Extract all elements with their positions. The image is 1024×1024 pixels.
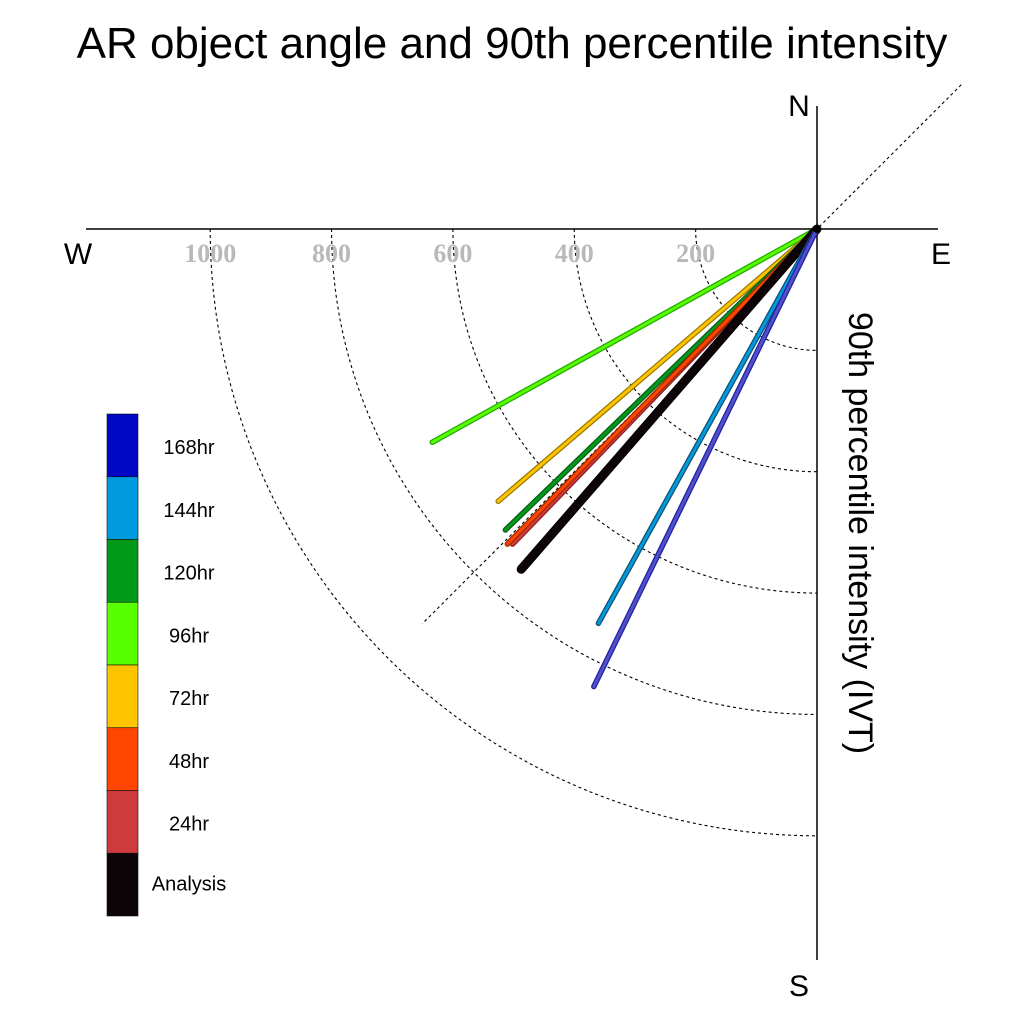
legend-swatch-24hr (106, 790, 139, 854)
chart-title: AR object angle and 90th percentile inte… (77, 19, 948, 68)
grid-arc-1000 (209, 228, 818, 837)
legend-label-24hr: 24hr (169, 814, 209, 836)
legend-label-120hr: 120hr (163, 563, 214, 585)
legend-swatch-96hr (106, 601, 139, 666)
north-label: N (788, 90, 810, 123)
legend-label-72hr: 72hr (169, 688, 209, 710)
vector-168hr (591, 226, 820, 690)
vector-fill-144hr (596, 227, 819, 625)
west-label: W (64, 238, 93, 271)
polar-grid (209, 84, 962, 837)
legend-label-analysis: Analysis (152, 873, 226, 895)
vector-144hr (595, 226, 820, 627)
vector-72hr (495, 226, 820, 505)
diagonal-reference-line (421, 84, 962, 625)
legend-swatch-168hr (106, 413, 139, 478)
east-label: E (931, 238, 951, 271)
vector-fill-96hr (430, 227, 819, 444)
vector-fill-72hr (496, 227, 819, 503)
radial-tick-label-200: 200 (676, 239, 715, 268)
south-label: S (789, 970, 809, 1003)
grid-arc-800 (331, 228, 818, 715)
radial-tick-label-1000: 1000 (184, 239, 236, 268)
data-vectors (429, 224, 822, 690)
radial-tick-label-600: 600 (433, 239, 472, 268)
grid-arc-600 (452, 228, 818, 594)
legend-swatch-analysis (106, 852, 139, 917)
radial-tick-label-800: 800 (312, 239, 351, 268)
y-axis-label: 90th percentile intensity (IVT) (841, 312, 879, 754)
legend-swatch-72hr (106, 664, 139, 729)
legend-swatch-48hr (106, 727, 139, 791)
legend-swatch-120hr (106, 539, 139, 603)
origin-point (813, 225, 821, 233)
legend-label-144hr: 144hr (163, 500, 214, 522)
legend-label-48hr: 48hr (169, 751, 209, 773)
vector-fill-analysis (517, 225, 821, 573)
axes (86, 106, 938, 960)
vector-96hr (429, 226, 820, 446)
legend-label-168hr: 168hr (163, 437, 214, 459)
grid-arc-200 (695, 228, 818, 351)
grid-arc-400 (573, 228, 818, 473)
legend: 168hr 144hr 120hr 96hr 72hr 48hr 24hr Analysis (106, 413, 226, 917)
vector-analysis (516, 224, 822, 574)
radial-tick-labels: 200 400 600 800 1000 (184, 239, 715, 268)
radial-tick-label-400: 400 (555, 239, 594, 268)
vector-fill-168hr (592, 227, 819, 689)
legend-swatch-144hr (106, 476, 139, 540)
legend-label-96hr: 96hr (169, 625, 209, 647)
